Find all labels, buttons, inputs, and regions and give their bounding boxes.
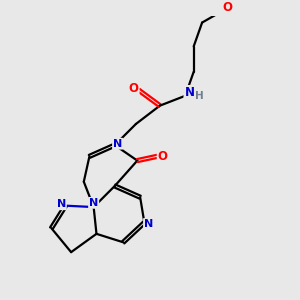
Text: O: O xyxy=(222,2,232,14)
Text: O: O xyxy=(129,82,139,95)
Text: O: O xyxy=(158,150,168,163)
Text: N: N xyxy=(184,86,194,99)
Text: N: N xyxy=(113,139,122,149)
Text: N: N xyxy=(57,199,66,209)
Text: N: N xyxy=(144,219,153,229)
Text: H: H xyxy=(196,92,204,101)
Text: N: N xyxy=(89,198,98,208)
